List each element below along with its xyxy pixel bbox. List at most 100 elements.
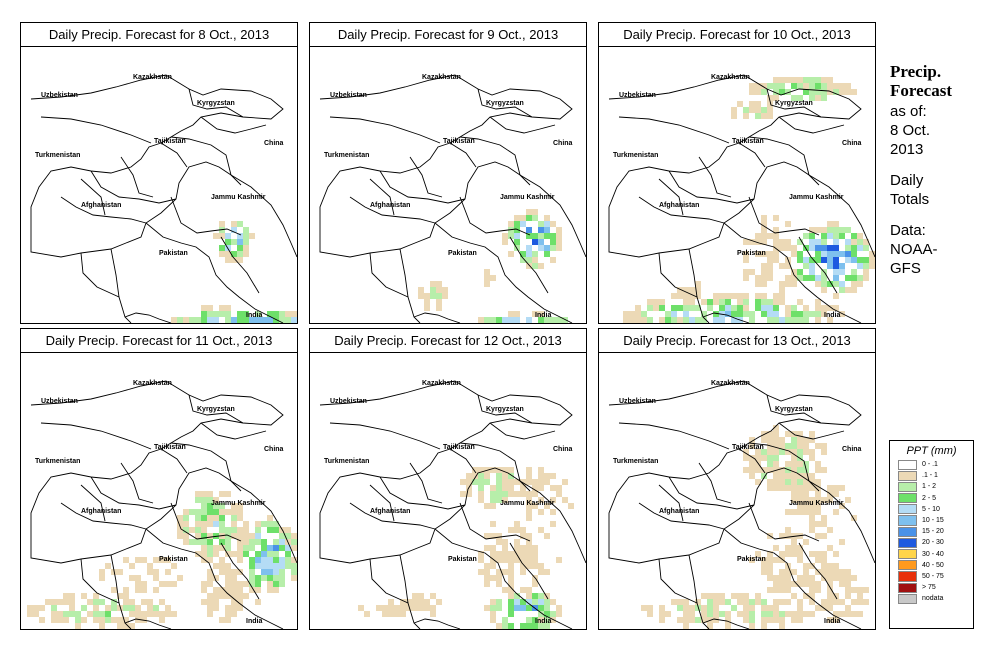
legend-label: 50 - 75 [922,572,944,580]
precip-cell [719,299,725,305]
precip-cell [827,281,833,287]
precip-cell [267,569,273,575]
precip-cell [797,95,803,101]
precip-cell [267,527,273,533]
precip-cell [743,107,749,113]
country-label-afghanistan: Afghanistan [81,508,121,515]
precip-cell [827,77,833,83]
border-line [399,554,421,629]
precip-cell [803,275,809,281]
precip-cell [532,257,538,263]
precip-cell [520,479,526,485]
forecast-panel-oct10: Daily Precip. Forecast for 10 Oct., 2013… [598,22,876,324]
precip-cell [237,317,243,323]
precip-cell [689,287,695,293]
precip-cell [803,305,809,311]
country-label-pakistan: Pakistan [448,250,477,257]
precip-cell [532,311,538,317]
precip-cell [237,593,243,599]
precip-cell [767,257,773,263]
border-line [778,116,845,134]
precip-cell [261,539,267,545]
precip-cell [153,569,159,575]
precip-cell [189,509,195,515]
precip-cell [701,611,707,617]
precip-cell [785,89,791,95]
precip-cell [532,545,538,551]
precip-cell [207,515,213,521]
precip-cell [237,605,243,611]
precip-cell [424,605,430,611]
border-line [170,136,232,176]
precip-cell [231,581,237,587]
precip-cell [484,269,490,275]
precip-cell [556,605,562,611]
precip-cell [761,113,767,119]
precip-cell [839,287,845,293]
precip-cell [827,317,833,323]
precip-cell [845,587,851,593]
precip-cell [267,317,273,323]
precip-cell [496,497,502,503]
precip-cell [779,77,785,83]
precip-cell [755,593,761,599]
precip-cell [255,557,261,563]
country-label-india: India [246,618,262,625]
precip-cell [833,485,839,491]
precip-cell [117,617,123,623]
precip-cell [424,305,430,311]
precip-cell [514,545,520,551]
precip-cell [207,521,213,527]
precip-cell [532,593,538,599]
precip-cell [767,95,773,101]
precip-cell [791,95,797,101]
precip-cell [538,239,544,245]
precip-cell [75,617,81,623]
precip-cell [472,479,478,485]
precip-cell [731,593,737,599]
precip-cell [484,605,490,611]
precip-cell [544,251,550,257]
precip-cell [93,605,99,611]
precip-cell [833,275,839,281]
precip-cell [502,479,508,485]
precip-cell [430,593,436,599]
precip-cell [225,587,231,593]
precip-cell [207,539,213,545]
precip-cell [779,623,785,629]
border-line [120,156,154,198]
precip-cell [502,617,508,623]
precip-cell [833,245,839,251]
precip-cell [857,239,863,245]
precip-cell [821,251,827,257]
precip-cell [460,491,466,497]
border-line [638,502,725,530]
precip-cell [659,305,665,311]
precip-cell [526,551,532,557]
precip-cell [833,263,839,269]
precip-cell [207,533,213,539]
precip-cell [803,77,809,83]
precip-cell [255,551,261,557]
precip-cell [171,317,177,323]
precip-cell [683,287,689,293]
precip-cell [51,599,57,605]
border-line [489,116,556,134]
precip-cell [815,281,821,287]
precip-cell [424,293,430,299]
precip-cell [255,599,261,605]
precip-cell [285,563,291,569]
precip-cell [225,545,231,551]
precip-cell [767,83,773,89]
precip-cell [815,569,821,575]
precip-cell [243,317,249,323]
precip-cell [767,557,773,563]
precip-cell [538,485,544,491]
precip-cell [135,587,141,593]
precip-cell [520,587,526,593]
precip-cell [737,593,743,599]
border-line [723,222,862,323]
precip-cell [857,263,863,269]
precip-cell [797,461,803,467]
precip-cell [773,443,779,449]
